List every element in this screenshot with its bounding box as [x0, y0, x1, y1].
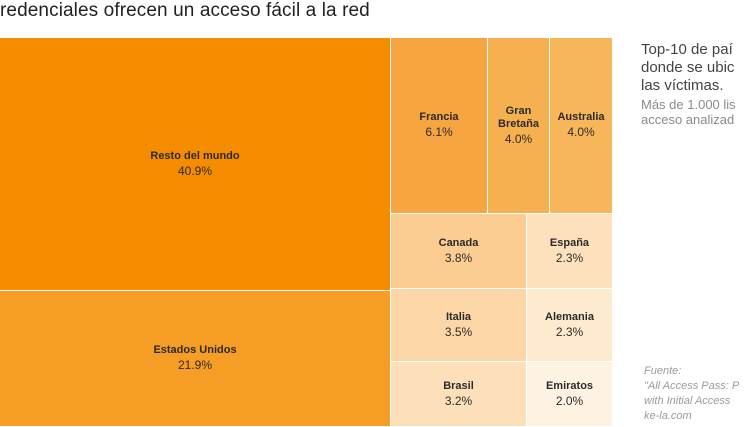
- side-description: Top-10 de paí donde se ubic las víctimas…: [641, 41, 736, 127]
- tile-name: Resto del mundo: [150, 149, 240, 162]
- tile-value-label: 2.0%: [555, 393, 584, 408]
- side-heading-line: donde se ubic: [641, 59, 735, 76]
- side-subtext-line: acceso analizad: [641, 112, 735, 127]
- side-subtext: Más de 1.000 lis acceso analizad: [641, 97, 736, 127]
- side-heading: Top-10 de paí donde se ubic las víctimas…: [641, 41, 736, 95]
- treemap-tile: Alemania 2.3%: [527, 289, 613, 362]
- tile-value-label: 2.3%: [555, 250, 584, 265]
- tile-value-label: 21.9%: [177, 358, 213, 372]
- source-note: Fuente: "All Access Pass: P with Initial…: [644, 364, 739, 424]
- tile-name: Italia: [445, 310, 472, 323]
- tile-name: Brasil: [443, 379, 474, 392]
- source-line: ke-la.com: [644, 410, 692, 422]
- source-line: with Initial Access: [644, 395, 731, 407]
- tile-value-label: 6.1%: [425, 125, 453, 139]
- tile-name: Australia: [557, 111, 605, 123]
- tile-name: Gran Bretaña: [498, 104, 539, 130]
- tile-value-label: 2.3%: [555, 324, 584, 339]
- tile-value-label: 3.5%: [444, 324, 473, 339]
- source-line: Fuente:: [644, 365, 682, 377]
- tile-value-label: 4.0%: [504, 131, 533, 146]
- treemap-tile: Australia 4.0%: [550, 38, 613, 214]
- tile-name: Estados Unidos: [153, 344, 237, 356]
- side-heading-line: Top-10 de paí: [641, 41, 733, 58]
- tile-value-label: 40.9%: [177, 163, 213, 178]
- side-subtext-line: Más de 1.000 lis: [641, 97, 736, 112]
- tile-name: Emiratos: [545, 379, 594, 392]
- tile-value-label: 3.8%: [444, 250, 473, 265]
- treemap-tile: Italia 3.5%: [391, 289, 527, 362]
- treemap-tile: Brasil 3.2%: [391, 362, 527, 427]
- source-line: "All Access Pass: P: [644, 380, 740, 392]
- treemap-tile: Gran Bretaña 4.0%: [488, 38, 550, 214]
- tile-value-label: 3.2%: [444, 393, 473, 408]
- side-heading-line: las víctimas.: [641, 77, 724, 94]
- treemap-tile: España 2.3%: [527, 214, 613, 289]
- treemap-tile: Francia 6.1%: [391, 38, 488, 214]
- treemap-tile: Resto del mundo 40.9%: [0, 38, 391, 291]
- treemap-tile: Emiratos 2.0%: [527, 362, 613, 427]
- chart-title: redenciales ofrecen un acceso fácil a la…: [0, 0, 370, 21]
- tile-name: Alemania: [545, 310, 594, 323]
- tile-name: Canada: [438, 236, 479, 249]
- treemap-tile: Canada 3.8%: [391, 214, 527, 289]
- tile-value-label: 4.0%: [567, 125, 595, 139]
- tile-name: España: [549, 236, 590, 249]
- tile-name: Francia: [419, 111, 459, 123]
- treemap-tile: Estados Unidos 21.9%: [0, 291, 391, 427]
